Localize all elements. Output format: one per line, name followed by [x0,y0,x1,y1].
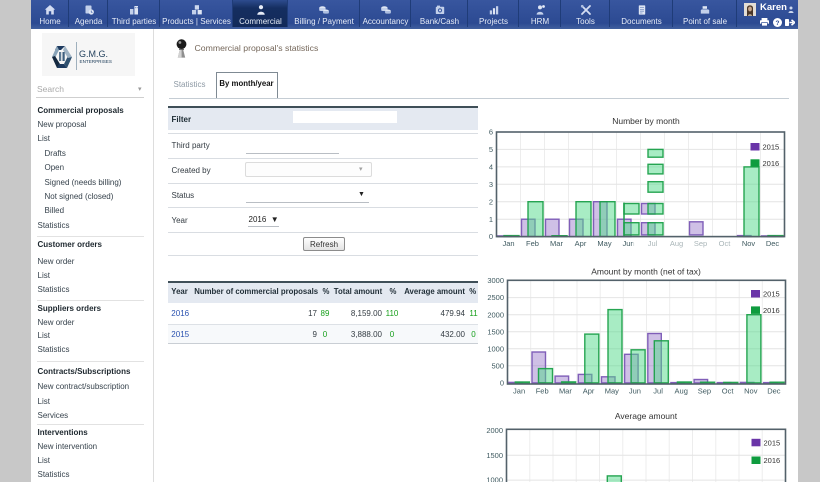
svg-text:Nov: Nov [742,239,756,248]
svg-text:Jun: Jun [629,387,641,396]
svg-text:2016: 2016 [763,159,780,168]
svg-text:Mar: Mar [559,387,572,396]
svg-text:May: May [597,239,611,248]
svg-text:2500: 2500 [487,293,504,302]
svg-text:Dec: Dec [766,239,780,248]
svg-text:3000: 3000 [487,276,504,285]
svg-text:Sep: Sep [698,387,711,396]
svg-text:2015: 2015 [764,438,781,447]
svg-text:Oct: Oct [722,387,735,396]
svg-text:1500: 1500 [486,451,503,460]
svg-text:Apr: Apr [583,387,595,396]
svg-text:Number by month: Number by month [612,116,680,126]
svg-text:Aug: Aug [675,387,688,396]
svg-text:May: May [605,387,619,396]
svg-text:4: 4 [489,163,493,172]
svg-text:Jun: Jun [622,239,634,248]
svg-text:Jul: Jul [648,239,658,248]
svg-text:500: 500 [491,361,504,370]
svg-text:Dec: Dec [767,387,781,396]
svg-text:Oct: Oct [719,239,732,248]
svg-text:Average amount: Average amount [615,411,678,421]
svg-text:Aug: Aug [670,239,683,248]
svg-text:Jul: Jul [653,387,663,396]
svg-text:0: 0 [500,379,504,388]
svg-text:2000: 2000 [486,426,503,435]
svg-text:1500: 1500 [487,327,504,336]
svg-text:Mar: Mar [550,239,563,248]
svg-text:Jan: Jan [502,239,514,248]
svg-text:2000: 2000 [487,310,504,319]
svg-text:2015: 2015 [763,290,780,299]
svg-text:Apr: Apr [575,239,587,248]
svg-text:2: 2 [489,197,493,206]
svg-text:?: ? [775,19,779,26]
svg-text:Nov: Nov [744,387,758,396]
svg-text:1: 1 [489,215,493,224]
svg-text:Amount by month (net of tax): Amount by month (net of tax) [591,267,701,277]
svg-text:6: 6 [489,128,493,137]
svg-text:0: 0 [489,232,493,241]
svg-text:Feb: Feb [536,387,549,396]
svg-text:1000: 1000 [486,476,503,482]
svg-text:2016: 2016 [764,456,781,465]
svg-text:Feb: Feb [526,239,539,248]
svg-text:1000: 1000 [487,344,504,353]
svg-text:Sep: Sep [694,239,707,248]
svg-text:5: 5 [489,145,493,154]
svg-text:3: 3 [489,180,493,189]
svg-text:2015: 2015 [763,143,780,152]
svg-text:2016: 2016 [763,306,780,315]
svg-text:Jan: Jan [513,387,525,396]
